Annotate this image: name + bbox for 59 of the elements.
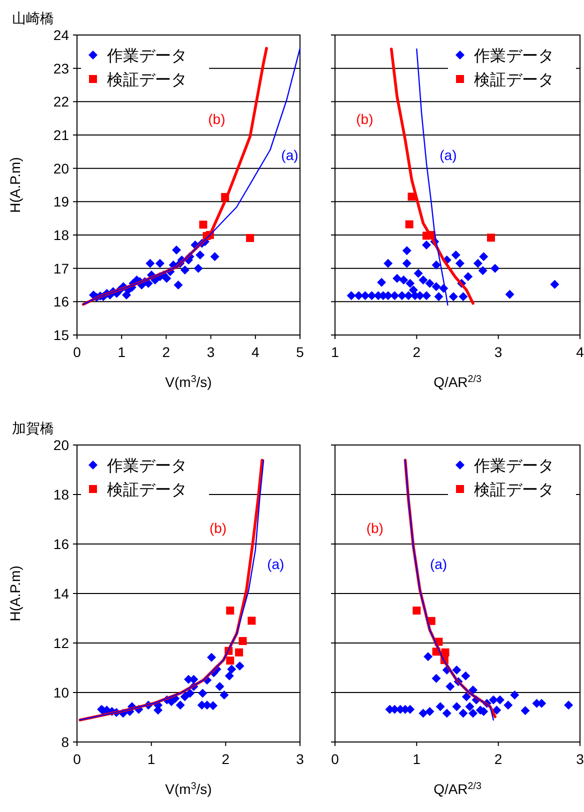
y-axis-title: H(A.P.m) xyxy=(7,157,23,213)
series-label: (a) xyxy=(281,147,298,163)
x-axis-title: Q/AR$^{2/3}$ xyxy=(434,374,482,390)
x-axis-title: Q/AR$^{2/3}$ xyxy=(434,780,482,797)
y-tick-label: 14 xyxy=(53,586,70,602)
y-tick-label: 19 xyxy=(53,194,70,210)
x-axis-title: V(m$^{3}$/s) xyxy=(165,780,212,797)
legend-label: 検証データ xyxy=(474,71,554,89)
legend-label: 作業データ xyxy=(106,47,187,65)
y-tick-label: 16 xyxy=(53,294,70,310)
series-label: (b) xyxy=(356,111,374,127)
series-label: (a) xyxy=(430,556,448,572)
y-tick-label: 22 xyxy=(53,94,70,110)
x-tick-label: 3 xyxy=(494,344,502,360)
x-tick-label: 2 xyxy=(412,344,421,360)
y-tick-label: 17 xyxy=(53,260,70,276)
x-tick-label: 1 xyxy=(412,751,421,767)
x-tick-label: 4 xyxy=(576,344,584,360)
legend-label: 検証データ xyxy=(474,481,554,499)
y-tick-label: 20 xyxy=(53,437,70,453)
y-tick-label: 8 xyxy=(61,734,70,750)
x-tick-label: 5 xyxy=(296,344,304,360)
x-tick-label: 0 xyxy=(73,344,82,360)
y-tick-label: 15 xyxy=(53,327,70,343)
y-tick-label: 23 xyxy=(53,60,70,76)
legend-label: 作業データ xyxy=(473,457,554,475)
y-tick-label: 20 xyxy=(53,160,70,176)
chart-title: 加賀橋 xyxy=(12,420,54,436)
y-tick-label: 18 xyxy=(53,227,70,243)
x-tick-label: 2 xyxy=(222,751,230,767)
series-label: (b) xyxy=(208,111,226,127)
series-label: (a) xyxy=(267,556,284,572)
x-tick-label: 3 xyxy=(296,751,304,767)
series-label: (b) xyxy=(366,520,384,536)
x-tick-label: 2 xyxy=(162,344,170,360)
y-tick-label: 21 xyxy=(53,127,70,143)
y-tick-label: 12 xyxy=(53,635,70,651)
x-tick-label: 1 xyxy=(118,344,126,360)
x-axis-title: V(m$^{3}$/s) xyxy=(165,374,212,390)
x-tick-label: 0 xyxy=(73,751,82,767)
y-tick-label: 24 xyxy=(53,27,70,43)
x-tick-label: 3 xyxy=(576,751,584,767)
legend-label: 作業データ xyxy=(106,457,187,475)
legend-label: 作業データ xyxy=(473,47,554,65)
y-tick-label: 10 xyxy=(53,684,70,700)
x-tick-label: 4 xyxy=(252,344,260,360)
y-tick-label: 16 xyxy=(53,536,70,552)
legend-label: 検証データ xyxy=(107,481,187,499)
legend-label: 検証データ xyxy=(107,71,187,89)
x-tick-label: 1 xyxy=(147,751,156,767)
series-label: (a) xyxy=(440,147,457,163)
x-tick-label: 3 xyxy=(206,344,215,360)
y-axis-title: H(A.P.m) xyxy=(7,566,23,622)
series-label: (b) xyxy=(209,520,227,536)
y-tick-label: 18 xyxy=(53,486,70,502)
x-tick-label: 1 xyxy=(331,344,340,360)
x-tick-label: 0 xyxy=(331,751,340,767)
chart-title: 山崎橋 xyxy=(12,10,54,26)
x-tick-label: 2 xyxy=(494,751,502,767)
